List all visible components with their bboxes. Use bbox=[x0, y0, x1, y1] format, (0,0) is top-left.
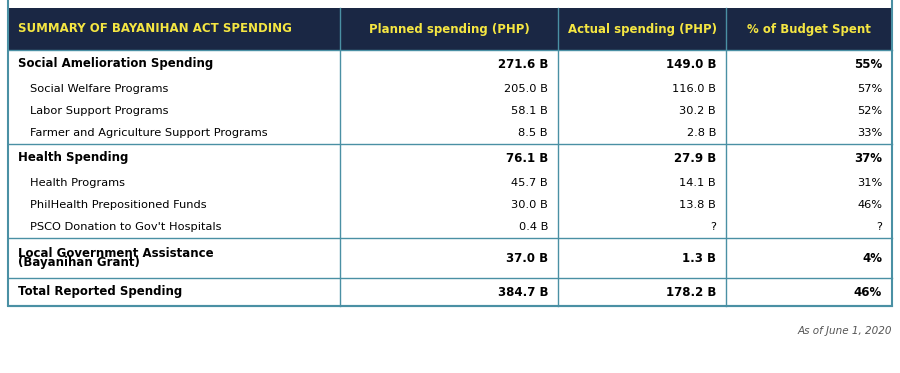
Text: Social Welfare Programs: Social Welfare Programs bbox=[30, 84, 168, 94]
Bar bbox=[8, 122, 892, 144]
Text: 4%: 4% bbox=[862, 251, 882, 264]
Text: Farmer and Agriculture Support Programs: Farmer and Agriculture Support Programs bbox=[30, 128, 267, 138]
Text: 13.8 B: 13.8 B bbox=[680, 200, 716, 210]
Text: Health Programs: Health Programs bbox=[30, 178, 125, 188]
Text: 14.1 B: 14.1 B bbox=[680, 178, 716, 188]
Bar bbox=[8, 216, 892, 238]
Text: 30.2 B: 30.2 B bbox=[680, 106, 716, 116]
Text: 46%: 46% bbox=[854, 285, 882, 298]
Text: Local Government Assistance: Local Government Assistance bbox=[18, 247, 213, 260]
Bar bbox=[8, 50, 892, 78]
Text: Social Amelioration Spending: Social Amelioration Spending bbox=[18, 57, 213, 70]
Text: 52%: 52% bbox=[857, 106, 882, 116]
Text: 46%: 46% bbox=[857, 200, 882, 210]
Text: 30.0 B: 30.0 B bbox=[511, 200, 548, 210]
Text: 31%: 31% bbox=[857, 178, 882, 188]
Text: ?: ? bbox=[710, 222, 716, 232]
Text: Health Spending: Health Spending bbox=[18, 151, 129, 164]
Bar bbox=[8, 172, 892, 194]
Bar bbox=[8, 0, 892, 306]
Text: ?: ? bbox=[876, 222, 882, 232]
Text: Total Reported Spending: Total Reported Spending bbox=[18, 285, 182, 298]
Text: PSCO Donation to Gov't Hospitals: PSCO Donation to Gov't Hospitals bbox=[30, 222, 221, 232]
Text: SUMMARY OF BAYANIHAN ACT SPENDING: SUMMARY OF BAYANIHAN ACT SPENDING bbox=[18, 22, 292, 35]
Text: 0.4 B: 0.4 B bbox=[518, 222, 548, 232]
Text: 33%: 33% bbox=[857, 128, 882, 138]
Text: 116.0 B: 116.0 B bbox=[672, 84, 716, 94]
Bar bbox=[8, 8, 892, 50]
Text: 8.5 B: 8.5 B bbox=[518, 128, 548, 138]
Text: 2.8 B: 2.8 B bbox=[687, 128, 716, 138]
Text: 58.1 B: 58.1 B bbox=[511, 106, 548, 116]
Bar bbox=[8, 194, 892, 216]
Text: PhilHealth Prepositioned Funds: PhilHealth Prepositioned Funds bbox=[30, 200, 207, 210]
Text: Planned spending (PHP): Planned spending (PHP) bbox=[369, 22, 529, 35]
Text: 37.0 B: 37.0 B bbox=[506, 251, 548, 264]
Text: 55%: 55% bbox=[854, 57, 882, 70]
Bar bbox=[8, 100, 892, 122]
Text: % of Budget Spent: % of Budget Spent bbox=[747, 22, 871, 35]
Text: 271.6 B: 271.6 B bbox=[498, 57, 548, 70]
Bar bbox=[8, 78, 892, 100]
Text: Actual spending (PHP): Actual spending (PHP) bbox=[568, 22, 716, 35]
Bar bbox=[8, 278, 892, 306]
Text: 1.3 B: 1.3 B bbox=[682, 251, 716, 264]
Text: 37%: 37% bbox=[854, 151, 882, 164]
Text: 76.1 B: 76.1 B bbox=[506, 151, 548, 164]
Text: 205.0 B: 205.0 B bbox=[504, 84, 548, 94]
Bar bbox=[8, 238, 892, 278]
Text: As of June 1, 2020: As of June 1, 2020 bbox=[797, 326, 892, 336]
Text: 57%: 57% bbox=[857, 84, 882, 94]
Text: 178.2 B: 178.2 B bbox=[666, 285, 716, 298]
Text: Labor Support Programs: Labor Support Programs bbox=[30, 106, 168, 116]
Text: 27.9 B: 27.9 B bbox=[674, 151, 716, 164]
Text: 149.0 B: 149.0 B bbox=[665, 57, 716, 70]
Text: 384.7 B: 384.7 B bbox=[498, 285, 548, 298]
Bar bbox=[8, 144, 892, 172]
Text: (Bayanihan Grant): (Bayanihan Grant) bbox=[18, 256, 140, 269]
Text: 45.7 B: 45.7 B bbox=[511, 178, 548, 188]
